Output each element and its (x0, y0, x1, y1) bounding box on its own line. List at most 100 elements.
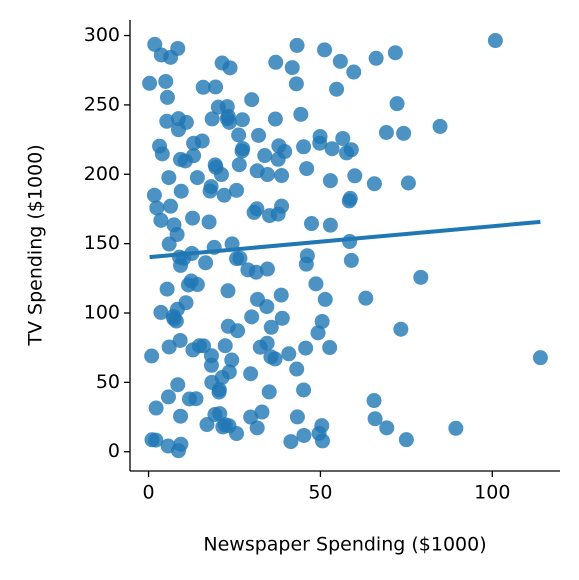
x-axis-label: Newspaper Spending ($1000) (203, 534, 486, 556)
point (152, 138, 168, 154)
point (244, 92, 260, 108)
point (204, 111, 220, 127)
point (329, 81, 345, 97)
point (298, 340, 314, 356)
point (232, 250, 248, 266)
x-tick-label: 100 (474, 482, 510, 504)
point (235, 141, 251, 157)
y-tick-label: 0 (108, 440, 120, 462)
point (185, 210, 201, 226)
point (217, 338, 233, 354)
point (347, 168, 363, 184)
point (173, 183, 189, 199)
point (308, 276, 324, 292)
y-tick-label: 200 (84, 163, 120, 185)
point (324, 141, 340, 157)
point (263, 319, 279, 335)
point (487, 33, 503, 49)
point (271, 138, 287, 154)
point (153, 212, 169, 228)
point (317, 42, 333, 58)
point (448, 420, 464, 436)
point (343, 252, 359, 268)
point (220, 108, 236, 124)
point (389, 96, 405, 112)
point (229, 182, 245, 198)
point (367, 411, 383, 427)
point (177, 153, 193, 169)
point (171, 249, 187, 265)
point (293, 106, 309, 122)
point (358, 290, 374, 306)
point (159, 281, 175, 297)
point (203, 179, 219, 195)
point (251, 127, 267, 143)
point (268, 54, 284, 70)
point (317, 291, 333, 307)
y-axis-label: TV Spending ($1000) (25, 144, 47, 346)
point (339, 145, 355, 161)
point (172, 332, 188, 348)
point (188, 391, 204, 407)
point (296, 427, 312, 443)
point (532, 350, 548, 366)
point (212, 406, 228, 422)
point (342, 190, 358, 206)
point (299, 161, 315, 177)
point (322, 340, 338, 356)
point (312, 135, 328, 151)
point (148, 400, 164, 416)
point (289, 37, 305, 53)
point (246, 204, 262, 220)
point (161, 170, 177, 186)
point (378, 125, 394, 141)
point (148, 432, 164, 448)
point (231, 157, 247, 173)
point (186, 135, 202, 151)
point (274, 168, 290, 184)
point (332, 53, 348, 69)
x-tick-label: 0 (143, 482, 155, 504)
point (400, 175, 416, 191)
y-tick-label: 50 (96, 371, 120, 393)
y-tick-label: 150 (84, 232, 120, 254)
point (314, 433, 330, 449)
point (220, 283, 236, 299)
point (379, 420, 395, 436)
point (199, 417, 215, 433)
point (201, 214, 217, 230)
point (161, 236, 177, 252)
point (159, 89, 175, 105)
point (149, 200, 165, 216)
point (178, 295, 194, 311)
point (270, 151, 286, 167)
y-tick-label: 300 (84, 24, 120, 46)
point (170, 377, 186, 393)
point (198, 255, 214, 271)
point (153, 47, 169, 63)
point (322, 217, 338, 233)
point (195, 79, 211, 95)
point (413, 269, 429, 285)
point (142, 75, 158, 91)
point (183, 273, 199, 289)
point (299, 248, 315, 264)
point (210, 99, 226, 115)
point (284, 60, 300, 76)
point (234, 112, 250, 128)
point (335, 130, 351, 146)
point (221, 418, 237, 434)
x-tick-label: 50 (308, 482, 332, 504)
point (283, 434, 299, 450)
point (254, 404, 270, 420)
point (432, 118, 448, 134)
point (368, 50, 384, 66)
point (170, 122, 186, 138)
point (314, 313, 330, 329)
point (289, 361, 305, 377)
point (387, 45, 403, 61)
point (393, 321, 409, 337)
point (160, 438, 176, 454)
point (189, 170, 205, 186)
